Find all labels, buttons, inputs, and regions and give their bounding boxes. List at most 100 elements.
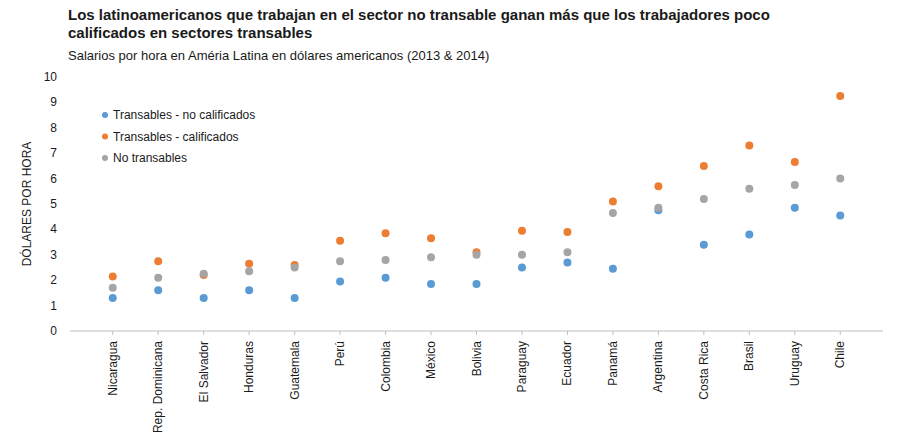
legend-marker [102,155,108,161]
x-tick-label: Perú [333,341,347,366]
x-tick [567,331,568,335]
x-tick-label: Brasil [742,341,756,371]
data-point [654,182,662,190]
x-tick-label: Ecuador [560,341,574,386]
x-tick [431,331,432,335]
data-point [200,270,208,278]
chart: 012345678910DÓLARES POR HORANicaraguaRep… [0,0,901,439]
data-point [518,264,526,272]
data-point [382,274,390,282]
x-tick-label: Rep. Dominicana [151,341,165,433]
legend-label: Transables - calificados [113,130,239,144]
y-tick [86,305,90,306]
x-tick [112,331,113,335]
x-tick [840,331,841,335]
data-point [382,256,390,264]
y-tick-label: 7 [50,146,57,160]
x-tick-label: Uruguay [788,341,802,386]
x-tick [749,331,750,335]
data-point [473,280,481,288]
x-tick-label: Honduras [242,341,256,393]
x-tick [476,331,477,335]
data-point [836,92,844,100]
legend-label: Transables - no calificados [113,108,255,122]
data-point [518,251,526,259]
data-point [836,175,844,183]
y-tick-label: 1 [50,299,57,313]
x-tick-label: Chile [833,341,847,369]
legend-marker [102,112,108,118]
data-point [154,286,162,294]
y-tick-label: 8 [50,121,57,135]
y-tick-label: 4 [50,222,57,236]
y-tick [86,254,90,255]
data-point [473,251,481,259]
x-tick-label: Nicaragua [106,341,120,396]
x-tick [794,331,795,335]
y-tick-label: 5 [50,197,57,211]
data-point [745,185,753,193]
legend-label: No transables [113,151,187,165]
data-point [245,286,253,294]
data-point [291,294,299,302]
x-tick-label: Paraguay [515,341,529,392]
x-tick [158,331,159,335]
data-point [109,284,117,292]
x-tick [658,331,659,335]
data-point [745,230,753,238]
y-tick-label: 9 [50,95,57,109]
marks [109,92,845,302]
data-point [609,265,617,273]
data-point [609,209,617,217]
y-tick-label: 10 [44,70,58,84]
x-tick [703,331,704,335]
x-tick-label: Colombia [379,341,393,392]
legend-marker [102,134,108,140]
y-tick [86,77,90,78]
x-tick [612,331,613,335]
y-tick [86,280,90,281]
data-point [609,197,617,205]
subtitle: Salarios por hora en Améria Latina en dó… [68,48,489,63]
data-point [427,280,435,288]
data-point [563,258,571,266]
y-tick [86,102,90,103]
x-tick [521,331,522,335]
data-point [245,260,253,268]
y-tick-label: 0 [50,324,57,338]
data-point [154,257,162,265]
x-tick [294,331,295,335]
x-tick-label: Panamá [606,341,620,386]
y-axis-label: DÓLARES POR HORA [19,142,34,267]
data-point [291,264,299,272]
data-point [700,162,708,170]
data-point [336,277,344,285]
data-point [563,248,571,256]
data-point [427,234,435,242]
y-tick [86,178,90,179]
data-point [518,227,526,235]
data-point [700,241,708,249]
data-point [154,274,162,282]
x-tick-label: Argentina [651,341,665,393]
y-tick [86,127,90,128]
x-tick [203,331,204,335]
y-tick-label: 3 [50,248,57,262]
data-point [200,294,208,302]
x-tick-label: Costa Rica [697,341,711,400]
y-tick [86,229,90,230]
data-point [745,142,753,150]
data-point [836,211,844,219]
data-point [382,229,390,237]
x-tick-label: Bolivia [470,341,484,377]
title: Los latinoamericanos que trabajan en el … [68,6,813,42]
data-point [109,294,117,302]
x-tick [385,331,386,335]
data-point [336,237,344,245]
data-point [245,267,253,275]
data-point [791,158,799,166]
data-point [791,181,799,189]
x-tick [249,331,250,335]
y-tick [86,204,90,205]
data-point [654,204,662,212]
